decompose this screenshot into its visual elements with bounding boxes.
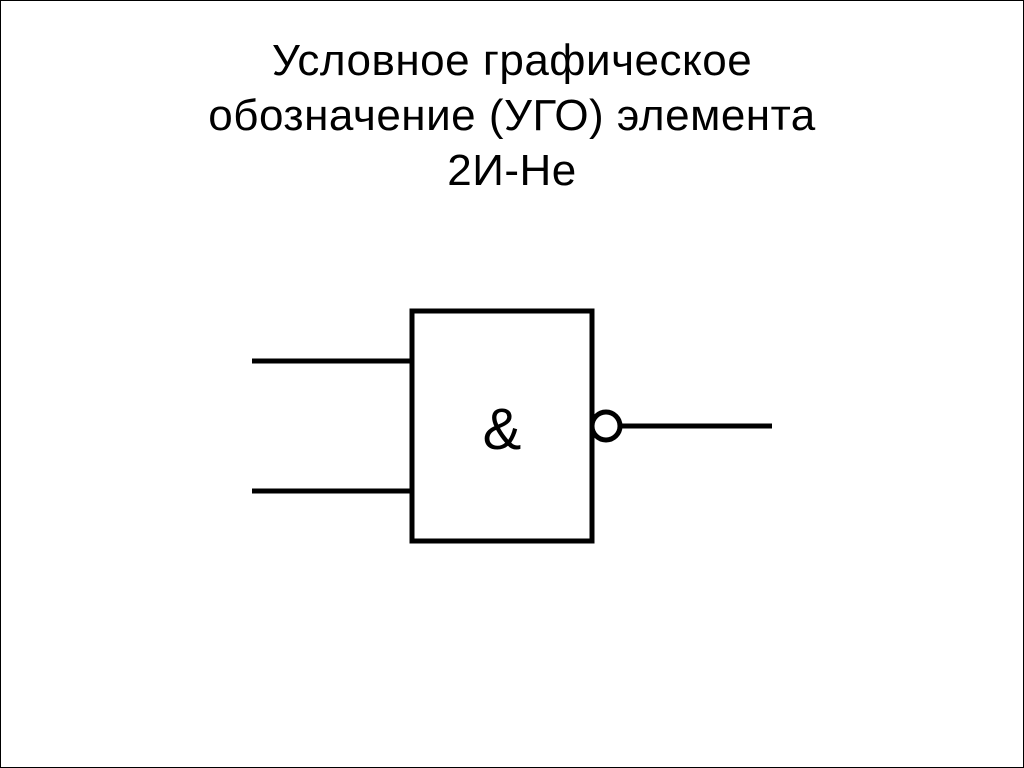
slide-frame: Условное графическое обозначение (УГО) э… xyxy=(0,0,1024,768)
gate-symbol-label: & xyxy=(483,397,522,462)
nand-gate-svg: & xyxy=(212,281,812,581)
title-line-1: Условное графическое xyxy=(272,36,752,85)
logic-gate-diagram: & xyxy=(1,281,1023,581)
inversion-bubble xyxy=(592,412,620,440)
slide-title: Условное графическое обозначение (УГО) э… xyxy=(1,1,1023,198)
title-line-2: обозначение (УГО) элемента xyxy=(208,91,815,140)
title-line-3: 2И-Не xyxy=(447,146,577,195)
